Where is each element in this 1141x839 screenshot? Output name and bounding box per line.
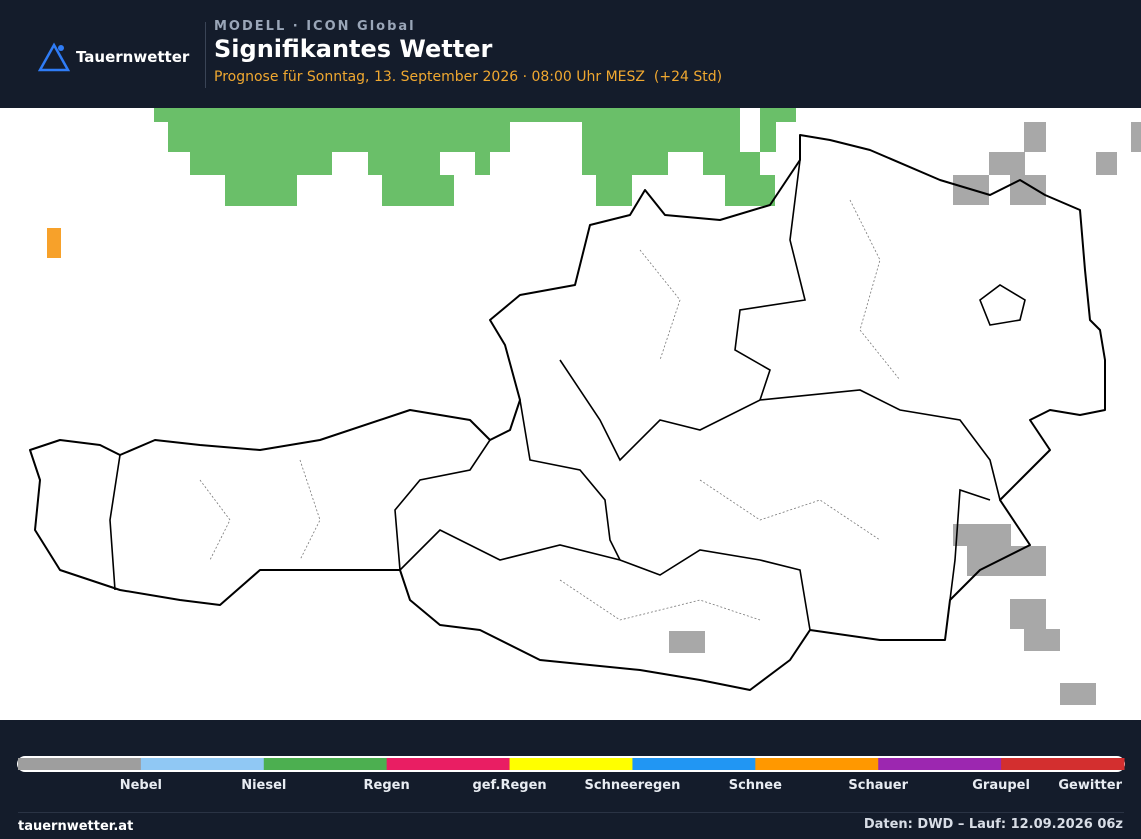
title: Signifikantes Wetter	[214, 35, 493, 63]
data-source: Daten: DWD – Lauf: 12.09.2026 06z	[863, 817, 1123, 832]
legend-label: Niesel	[241, 778, 286, 793]
site-name[interactable]: tauernwetter.at	[18, 819, 134, 834]
footer: Nebel Niesel Regen gef.Regen Schneeregen Schn…	[0, 720, 1141, 839]
legend-swatch	[386, 758, 511, 770]
austria-border	[29, 134, 1106, 691]
map-background	[0, 108, 1141, 720]
legend-label: Schnee	[729, 778, 782, 793]
legend-swatch	[140, 758, 265, 770]
legend-label: Nebel	[120, 778, 162, 793]
legend-label: Graupel	[972, 778, 1030, 793]
legend-swatch	[18, 758, 142, 770]
legend-label: Schauer	[848, 778, 908, 793]
legend-label: Regen	[364, 778, 410, 793]
header: Tauernwetter MODELL · ICON Global Signif…	[0, 0, 1141, 108]
legend: Nebel Niesel Regen gef.Regen Schneeregen Schn…	[17, 756, 1125, 793]
separator	[205, 22, 206, 88]
subtitle: Prognose für Sonntag, 13. September 2026…	[214, 69, 723, 85]
state-borders	[109, 159, 1026, 631]
legend-swatch	[509, 758, 633, 770]
schauer-cell	[47, 228, 61, 258]
logo-icon	[38, 42, 70, 72]
legend-swatch	[755, 758, 879, 770]
model-label: MODELL · ICON Global	[214, 19, 416, 34]
nebel-area	[669, 122, 1141, 705]
legend-label: gef.Regen	[472, 778, 546, 793]
legend-swatch	[632, 758, 756, 770]
legend-swatch	[1001, 758, 1125, 770]
legend-swatch	[263, 758, 388, 770]
footer-line	[18, 812, 1124, 813]
legend-swatch	[878, 758, 1002, 770]
logo[interactable]: Tauernwetter	[38, 42, 189, 72]
legend-label: Schneeregen	[585, 778, 681, 793]
map	[0, 108, 1141, 720]
legend-label: Gewitter	[1058, 778, 1122, 793]
district-borders	[199, 199, 901, 621]
regen-area	[154, 108, 796, 206]
logo-text: Tauernwetter	[76, 48, 190, 66]
